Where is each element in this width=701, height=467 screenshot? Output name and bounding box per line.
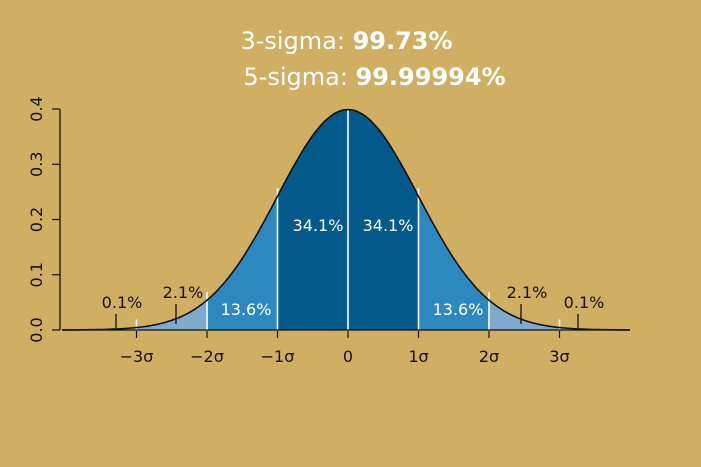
percent-label-1: 0.1% <box>102 293 143 312</box>
region-2 <box>136 300 207 330</box>
percent-label-7: 2.1% <box>507 283 548 302</box>
x-tick-label-1: −2σ <box>190 347 224 366</box>
x-tick-label-2: −1σ <box>261 347 295 366</box>
density-curve <box>62 108 630 331</box>
x-tick-label-5: 2σ <box>479 347 499 366</box>
y-tick-label-3: 0.3 <box>27 152 46 177</box>
percent-label-3: 13.6% <box>221 300 272 319</box>
three-sigma-label: 3-sigma: <box>240 27 353 55</box>
x-tick-label-6: 3σ <box>549 347 569 366</box>
five-sigma-headline: 5-sigma: 99.99994% <box>24 62 701 92</box>
x-tick-label-4: 1σ <box>408 347 428 366</box>
five-sigma-label: 5-sigma: <box>243 63 356 91</box>
region-7 <box>489 300 560 330</box>
x-tick-label-0: −3σ <box>120 347 154 366</box>
five-sigma-value: 99.99994% <box>355 63 506 91</box>
percent-label-8: 0.1% <box>564 293 605 312</box>
y-tick-label-0: 0.0 <box>27 317 46 342</box>
y-tick-label-4: 0.4 <box>27 96 46 121</box>
x-tick-label-3: 0 <box>343 347 353 366</box>
percent-label-6: 13.6% <box>433 300 484 319</box>
percent-label-5: 34.1% <box>363 216 414 235</box>
y-tick-label-2: 0.2 <box>27 207 46 232</box>
y-tick-label-1: 0.1 <box>27 262 46 287</box>
percent-label-2: 2.1% <box>163 283 204 302</box>
percent-label-4: 34.1% <box>293 216 344 235</box>
three-sigma-headline: 3-sigma: 99.73% <box>0 26 697 56</box>
three-sigma-value: 99.73% <box>352 27 453 55</box>
